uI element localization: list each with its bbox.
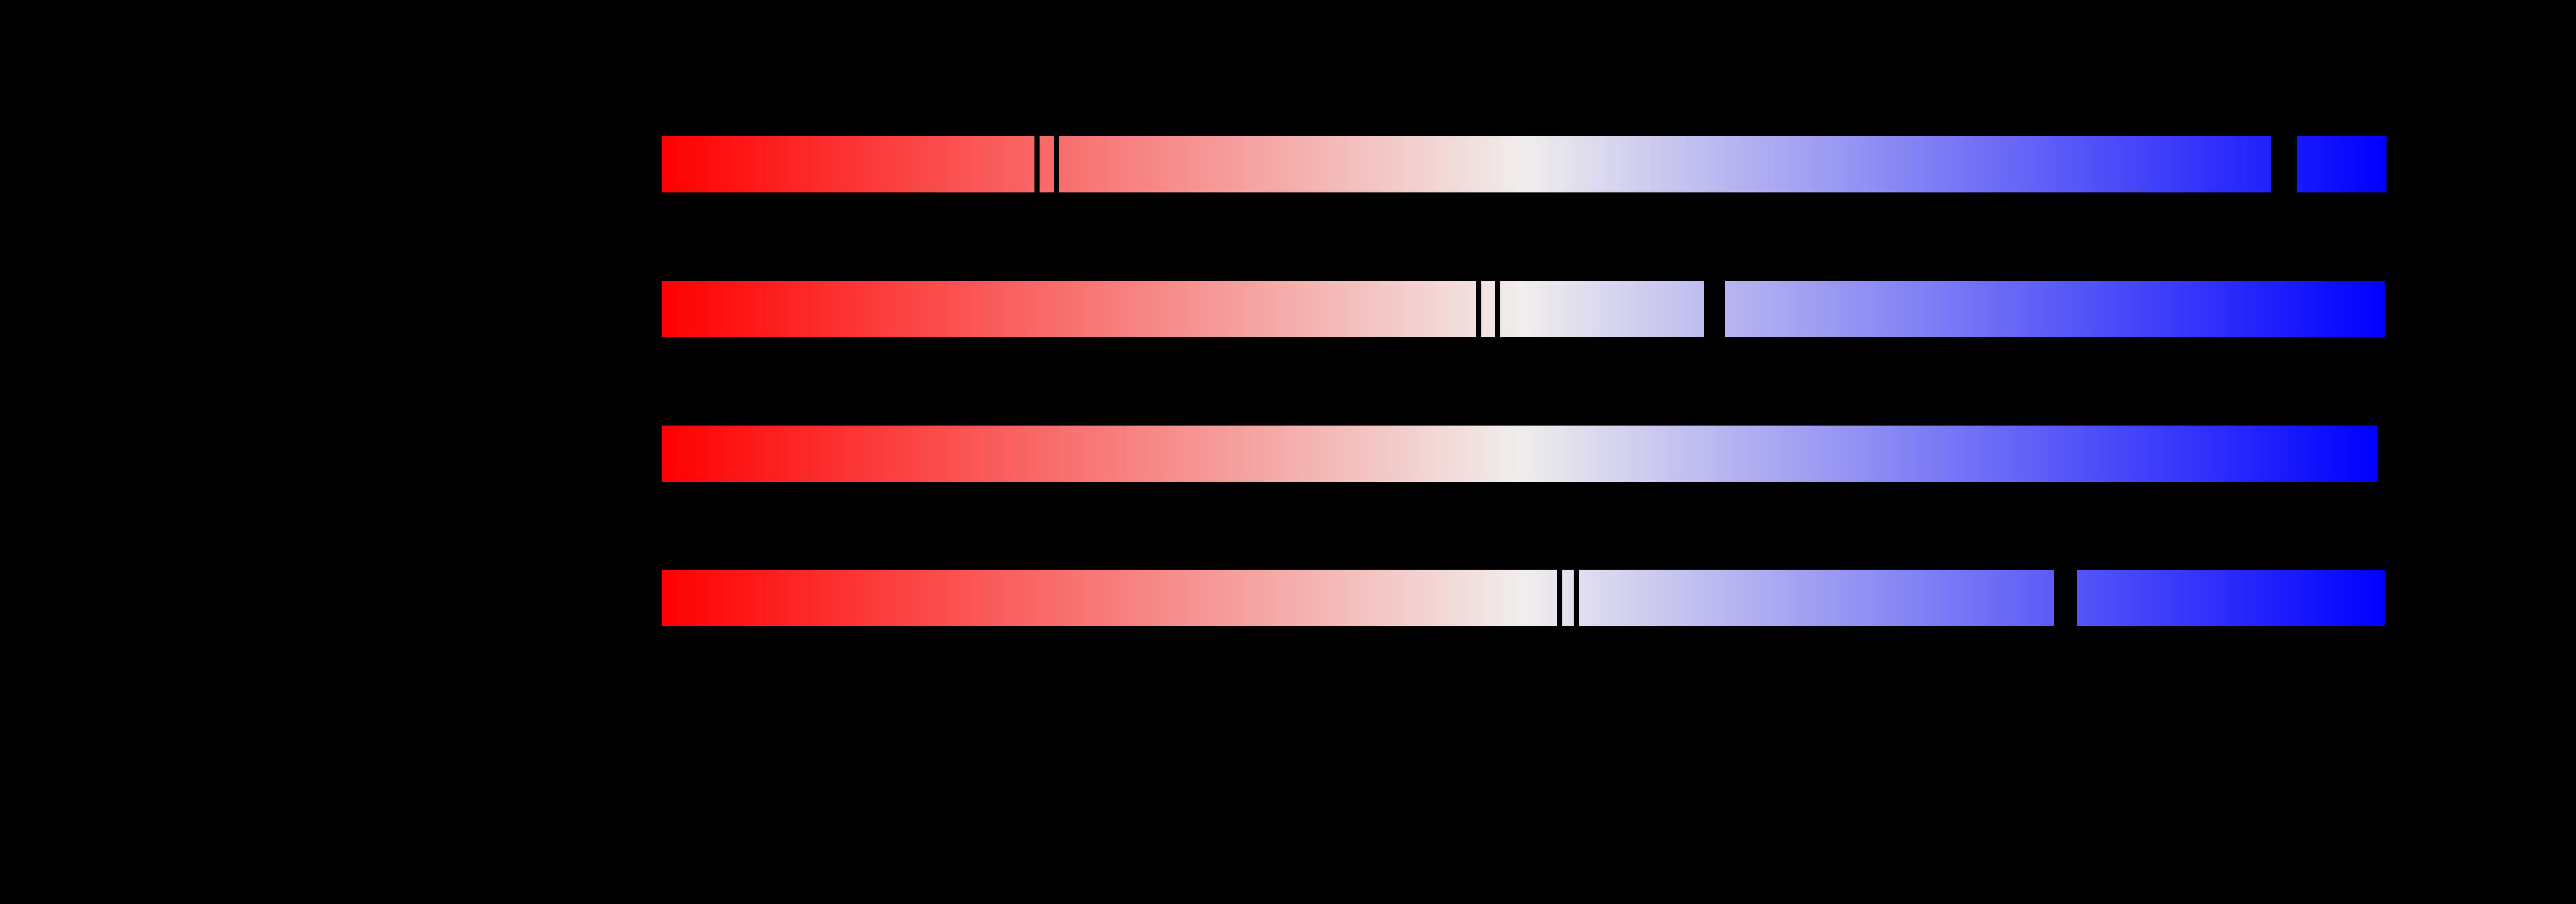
gradient-bar-2 xyxy=(662,281,2385,337)
tick-mark xyxy=(1034,136,1040,192)
bar-segment xyxy=(662,136,2271,192)
tick-mark xyxy=(1054,136,1059,192)
gradient-bar-4 xyxy=(662,570,2385,626)
tick-mark xyxy=(1476,281,1481,337)
bar-segment xyxy=(2297,136,2386,192)
tick-mark xyxy=(1557,570,1562,626)
bar-segment xyxy=(662,426,2377,482)
bar-segment xyxy=(662,281,1704,337)
tick-mark xyxy=(1574,570,1579,626)
bar-segment xyxy=(2077,570,2385,626)
bar-segment xyxy=(662,570,2054,626)
tick-mark xyxy=(1495,281,1500,337)
gradient-bar-1 xyxy=(662,136,2386,192)
gradient-bar-3 xyxy=(662,426,2377,482)
bar-segment xyxy=(1725,281,2385,337)
